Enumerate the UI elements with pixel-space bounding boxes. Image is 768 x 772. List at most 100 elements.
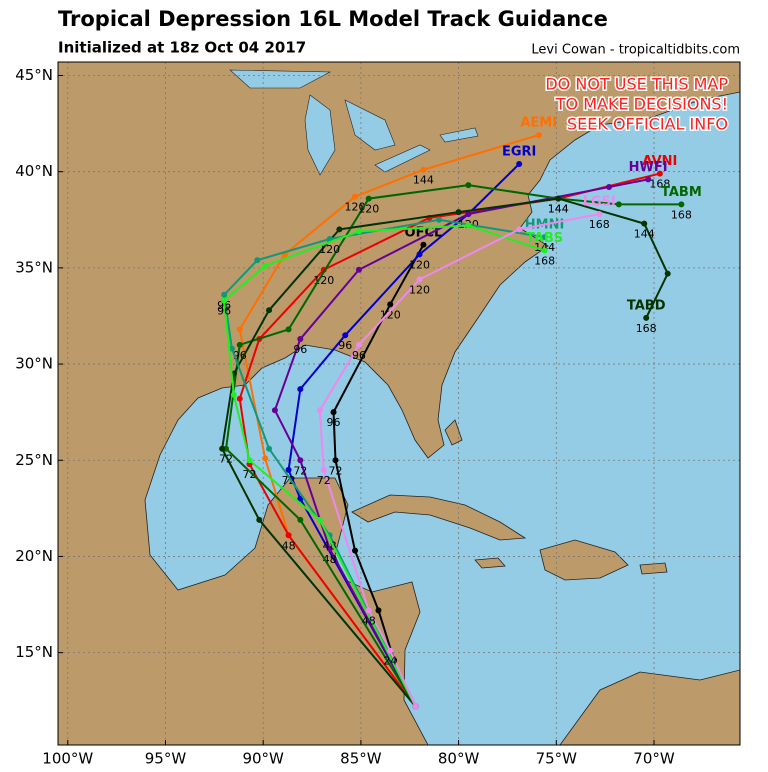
track-point <box>236 326 243 333</box>
forecast-hour: 120 <box>345 201 366 214</box>
track-point <box>262 455 269 462</box>
track-point <box>221 297 228 304</box>
track-point <box>643 314 650 321</box>
track-point <box>465 210 472 217</box>
track-point <box>297 516 304 523</box>
y-tick-label: 15°N <box>15 643 53 661</box>
track-point <box>412 703 419 710</box>
map-area: 7296120OFCL120144AEMI7296120EGRI48721201… <box>58 62 740 745</box>
model-label: TABM <box>661 185 702 200</box>
x-tick-label: 80°W <box>438 750 480 768</box>
forecast-hour: 96 <box>217 305 231 318</box>
lake-superior <box>229 69 332 89</box>
forecast-hour: 120 <box>319 243 340 256</box>
model-label: TABD <box>627 298 666 313</box>
forecast-hour: 24 <box>383 655 397 668</box>
tracks: 7296120OFCL120144AEMI7296120EGRI48721201… <box>217 116 702 710</box>
model-label: AVNI <box>642 154 677 169</box>
frame <box>57 61 741 746</box>
lake-michigan <box>304 94 336 176</box>
track-point <box>541 247 548 254</box>
track-point <box>678 201 685 208</box>
track-point <box>465 182 472 189</box>
track-point <box>221 291 228 298</box>
track-point <box>664 270 671 277</box>
grid <box>58 62 740 745</box>
track-point <box>332 457 339 464</box>
forecast-hour: 168 <box>671 208 692 221</box>
x-tick-label: 85°W <box>340 750 382 768</box>
track-point <box>355 228 362 235</box>
forecast-hour: 168 <box>636 322 657 335</box>
track-point <box>387 647 394 654</box>
y-tick-label: 30°N <box>15 355 53 373</box>
hispaniola <box>539 539 629 581</box>
track-point <box>342 332 349 339</box>
forecast-hour: 168 <box>534 255 555 268</box>
track-point <box>416 276 423 283</box>
forecast-hour: 120 <box>313 274 334 287</box>
track-point <box>375 607 382 614</box>
y-tick-label: 20°N <box>15 547 53 565</box>
track-point <box>455 209 462 216</box>
x-tick-label: 90°W <box>242 750 284 768</box>
model-track <box>224 184 682 708</box>
track-point <box>416 251 423 258</box>
track-point <box>465 222 472 229</box>
track-point <box>316 407 323 414</box>
jamaica <box>474 557 506 569</box>
track-point <box>262 262 269 269</box>
track-point <box>516 226 523 233</box>
y-tick-label: 40°N <box>15 162 53 180</box>
forecast-hour: 48 <box>282 539 296 552</box>
forecast-hour: 48 <box>362 614 376 627</box>
puerto-rico <box>639 562 668 575</box>
track-point <box>271 407 278 414</box>
model-label: EGRI <box>502 144 536 159</box>
model-label: HWFI <box>629 160 668 175</box>
track-point <box>355 341 362 348</box>
track-point <box>355 266 362 273</box>
track-point <box>297 457 304 464</box>
track-point <box>236 341 243 348</box>
cuba <box>351 494 527 541</box>
lake-huron <box>344 99 396 151</box>
track-point <box>555 195 562 202</box>
y-tick-label: 25°N <box>15 451 53 469</box>
lake-ontario <box>439 127 479 143</box>
track-point <box>516 160 523 167</box>
warning-line: SEEK OFFICIAL INFO <box>567 115 728 134</box>
track-point <box>285 532 292 539</box>
forecast-hour: 96 <box>327 416 341 429</box>
forecast-hour: 96 <box>293 343 307 356</box>
track-point <box>615 201 622 208</box>
forecast-hour: 48 <box>323 539 337 552</box>
track-point <box>420 166 427 173</box>
forecast-hour: 72 <box>282 474 296 487</box>
forecast-hour: 120 <box>409 283 430 296</box>
track-point <box>266 445 273 452</box>
track-point <box>297 386 304 393</box>
forecast-hour: 144 <box>548 203 569 216</box>
forecast-hour: 120 <box>358 203 379 216</box>
track-point <box>436 216 443 223</box>
lake-erie <box>374 144 431 173</box>
credit: Levi Cowan - tropicaltidbits.com <box>531 43 740 58</box>
track-point <box>656 170 663 177</box>
track-point <box>246 457 253 464</box>
forecast-hour: 168 <box>649 178 670 191</box>
forecast-hour: 72 <box>293 464 307 477</box>
track-point <box>352 547 359 554</box>
model-label: LGSI <box>583 194 616 209</box>
track-point <box>541 234 548 241</box>
track-point <box>365 195 372 202</box>
track-point <box>365 607 372 614</box>
forecast-hour: 72 <box>328 464 342 477</box>
forecast-hour: 144 <box>548 203 569 216</box>
model-track <box>287 163 520 708</box>
y-tick-label: 45°N <box>15 66 53 84</box>
warning-line: TO MAKE DECISIONS! <box>555 95 728 114</box>
track-point <box>285 326 292 333</box>
x-tick-label: 70°W <box>633 750 675 768</box>
